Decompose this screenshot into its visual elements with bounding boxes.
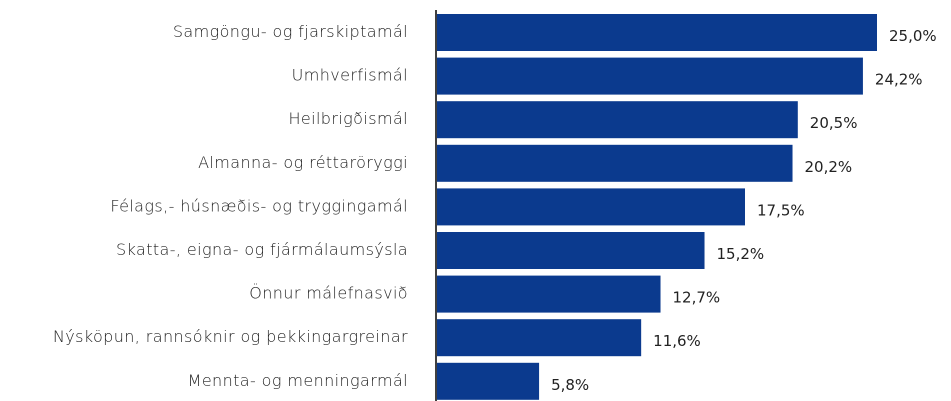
data-label: 24,2% [875, 71, 923, 89]
category-label: Nýsköpun, rannsóknir og þekkingargreinar [53, 327, 408, 346]
category-label: Umhverfismál [292, 66, 408, 85]
category-label: Félags,- húsnæðis- og tryggingamál [110, 196, 408, 215]
data-label: 20,5% [810, 114, 858, 132]
bar [437, 57, 863, 95]
bar [437, 144, 793, 182]
category-label: Skatta-, eigna- og fjármálaumsýsla [116, 240, 408, 259]
data-label: 25,0% [889, 27, 937, 45]
data-label: 12,7% [673, 289, 721, 307]
data-label: 20,2% [805, 158, 853, 176]
data-label: 15,2% [717, 245, 765, 263]
category-label: Almanna- og réttaröryggi [198, 153, 408, 172]
category-label: Heilbrigðismál [288, 109, 408, 128]
category-label: Önnur málefnasvið [249, 284, 408, 303]
bar [437, 362, 540, 400]
bar [437, 232, 705, 269]
category-label: Mennta- og menningarmál [188, 371, 408, 390]
data-label: 17,5% [757, 201, 805, 219]
data-label: 11,6% [653, 332, 701, 350]
data-label: 5,8% [551, 376, 589, 394]
bar [437, 275, 661, 313]
bar [437, 319, 642, 357]
category-label: Samgöngu- og fjarskiptamál [173, 22, 408, 41]
bar [437, 14, 877, 51]
bar [437, 188, 745, 226]
bar [437, 101, 798, 139]
